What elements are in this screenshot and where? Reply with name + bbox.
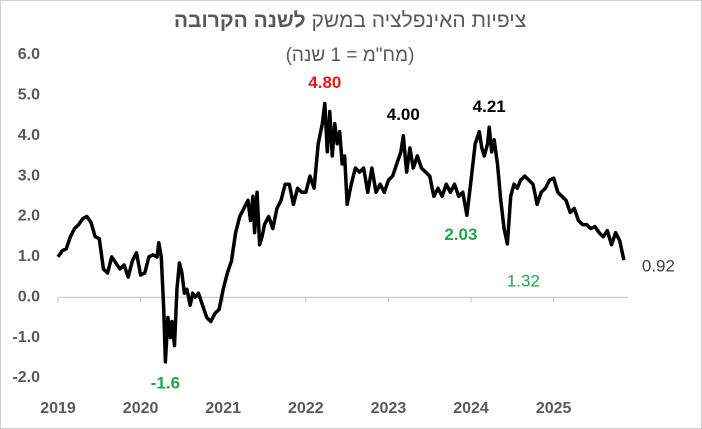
annotation: 2.03 (444, 225, 477, 244)
y-tick-label: -2.0 (12, 369, 40, 386)
y-tick-label: 4.0 (18, 127, 40, 144)
x-tick-label: 2019 (40, 400, 76, 417)
y-tick-label: 2.0 (18, 208, 40, 225)
chart-title: ציפיות האינפלציה במשק לשנה הקרובה (174, 9, 526, 32)
x-tick-label: 2020 (123, 400, 159, 417)
title-emphasis: לשנה הקרובה (174, 9, 306, 32)
x-tick-label: 2023 (371, 400, 407, 417)
x-tick-label: 2025 (536, 400, 572, 417)
title-part: ציפיות האינפלציה במשק (311, 9, 526, 32)
y-tick-label: 0.0 (18, 288, 40, 305)
y-tick-label: 3.0 (18, 167, 40, 184)
y-tick-label: -1.0 (12, 329, 40, 346)
x-tick-label: 2024 (453, 400, 489, 417)
x-tick-label: 2022 (288, 400, 324, 417)
x-tick-label: 2021 (205, 400, 241, 417)
annotation: 1.32 (507, 271, 540, 290)
chart-subtitle: (מח"מ = 1 שנה) (286, 45, 415, 66)
line-series (56, 101, 626, 364)
annotation: 4.80 (308, 73, 341, 92)
annotation: 4.00 (387, 105, 420, 124)
y-tick-label: 5.0 (18, 87, 40, 104)
y-tick-label: 6.0 (18, 46, 40, 63)
annotation: -1.6 (151, 373, 180, 392)
y-tick-label: 1.0 (18, 248, 40, 265)
annotation: 0.92 (642, 257, 675, 276)
annotation: 4.21 (473, 97, 506, 116)
